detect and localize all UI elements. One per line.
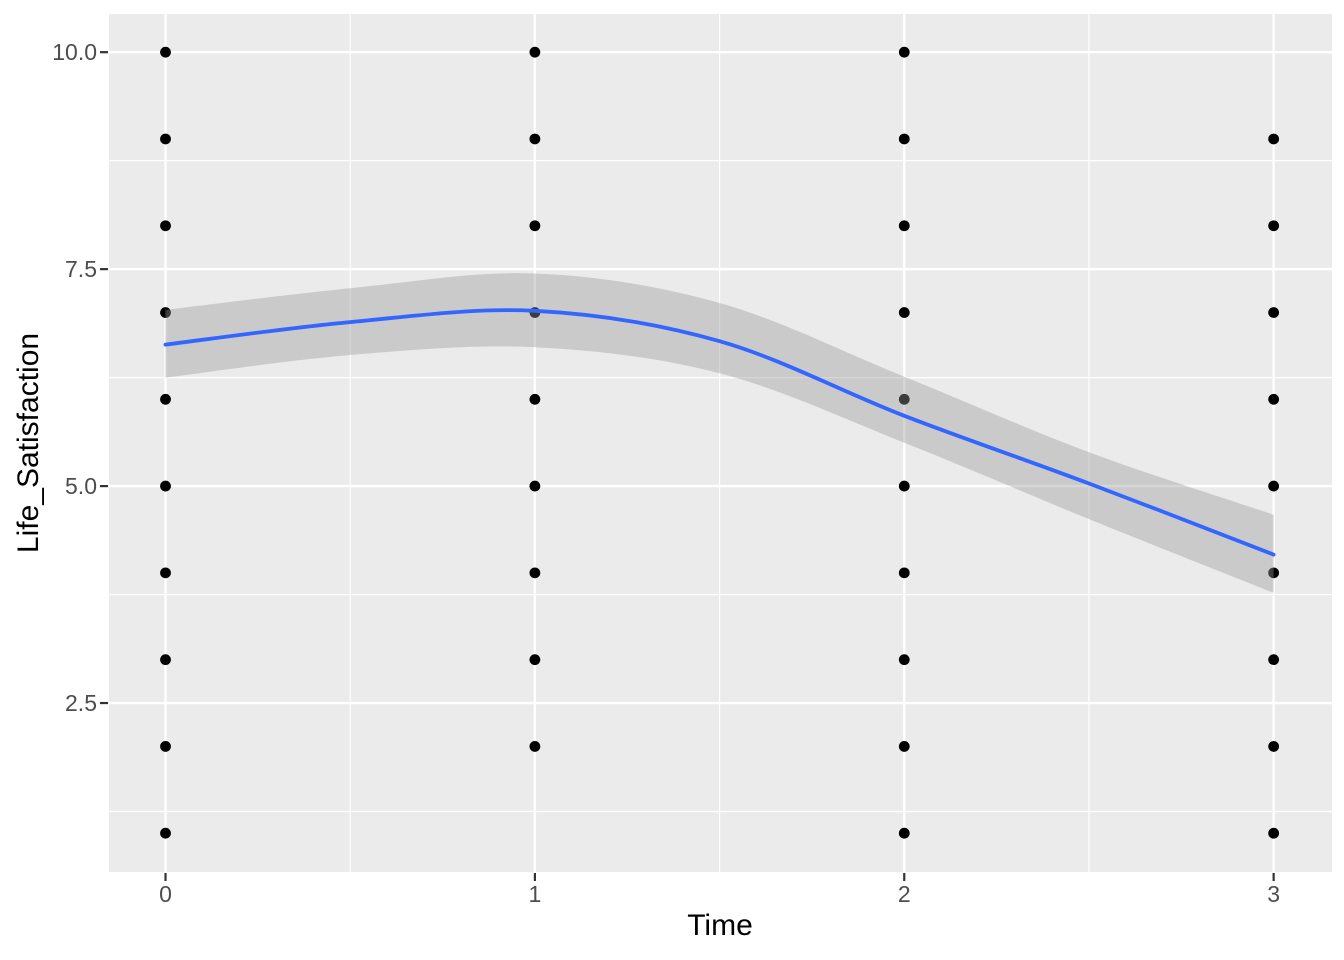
confidence-band-area xyxy=(165,273,1274,593)
data-point xyxy=(1268,220,1280,232)
data-point xyxy=(1268,307,1280,318)
data-point xyxy=(898,827,910,839)
data-point xyxy=(898,567,910,579)
data-point xyxy=(898,741,910,752)
data-point xyxy=(898,46,910,58)
x-tick-label: 1 xyxy=(528,881,542,907)
y-axis-title: Life_Satisfaction xyxy=(12,332,45,554)
confidence-band xyxy=(165,273,1274,593)
data-point xyxy=(898,393,910,405)
data-point xyxy=(160,827,171,839)
data-point xyxy=(529,46,541,58)
data-point xyxy=(529,741,541,752)
data-point xyxy=(1268,133,1280,145)
y-tick-label: 7.5 xyxy=(65,256,97,283)
data-point xyxy=(529,393,541,405)
data-point xyxy=(898,307,910,318)
data-point xyxy=(1268,480,1280,492)
x-axis-title: Time xyxy=(687,909,753,942)
data-point xyxy=(1268,827,1280,839)
data-point xyxy=(529,133,541,145)
data-point xyxy=(160,480,171,492)
major-gridlines xyxy=(109,14,1332,872)
data-point xyxy=(1268,741,1280,752)
data-point xyxy=(160,741,171,752)
data-point xyxy=(1268,654,1280,666)
x-tick-label: 3 xyxy=(1267,881,1281,907)
panel-background xyxy=(109,14,1332,872)
data-point xyxy=(160,654,171,666)
scatter-points xyxy=(160,46,1280,839)
data-point xyxy=(529,654,541,666)
data-point xyxy=(898,654,910,666)
data-point xyxy=(160,133,171,145)
loess-line xyxy=(163,308,1276,557)
data-point xyxy=(160,220,171,232)
minor-gridlines xyxy=(109,14,1332,872)
y-tick-label: 10.0 xyxy=(52,39,97,66)
data-point xyxy=(1268,393,1280,405)
x-tick-label: 2 xyxy=(897,881,911,907)
data-point xyxy=(898,480,910,492)
axis-tick-marks xyxy=(100,51,1275,881)
data-point xyxy=(1268,567,1280,579)
data-point xyxy=(160,567,171,579)
data-point xyxy=(160,307,171,318)
data-point xyxy=(898,133,910,145)
data-point xyxy=(529,567,541,579)
smooth-line xyxy=(163,308,1276,557)
y-tick-label: 5.0 xyxy=(65,473,97,500)
data-point xyxy=(529,220,541,232)
data-point xyxy=(529,480,541,492)
data-point xyxy=(160,46,171,58)
data-point xyxy=(898,220,910,232)
x-tick-label: 0 xyxy=(159,881,172,907)
y-tick-label: 2.5 xyxy=(65,690,97,717)
data-point xyxy=(160,393,171,405)
